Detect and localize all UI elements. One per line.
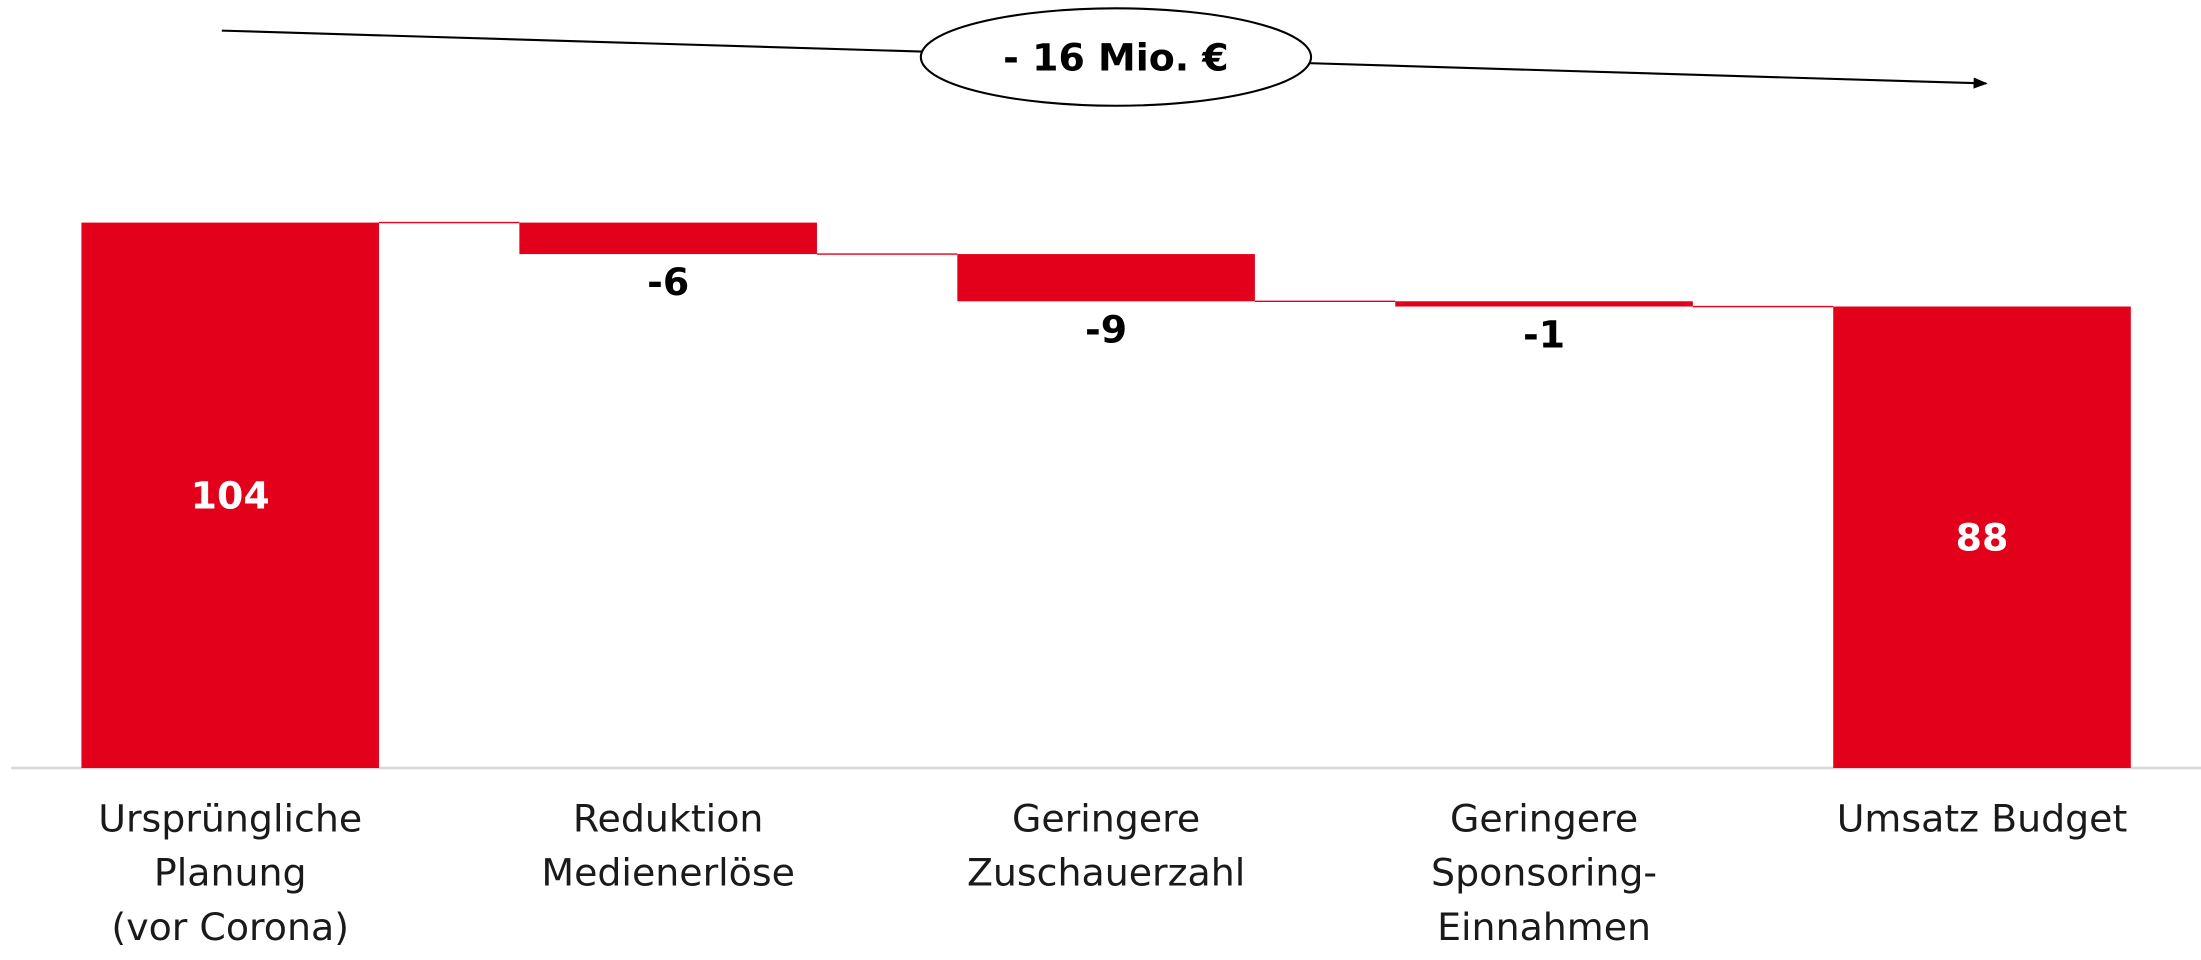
x-tick-label: Medienerlöse xyxy=(541,851,795,895)
x-tick-label: (vor Corona) xyxy=(111,905,349,949)
annotation: - 16 Mio. € xyxy=(1003,35,1228,79)
x-tick-label: Planung xyxy=(154,851,307,895)
bar xyxy=(1395,301,1693,307)
x-tick-label: Einnahmen xyxy=(1437,905,1651,949)
bar xyxy=(81,222,379,768)
x-tick-label: Zuschauerzahl xyxy=(967,851,1245,895)
annotation-ellipse xyxy=(919,7,1313,107)
x-tick-label: Sponsoring- xyxy=(1431,851,1657,895)
x-tick-label: Ursprüngliche xyxy=(98,796,362,840)
bar xyxy=(957,254,1255,302)
bar xyxy=(519,222,817,255)
x-tick-label: Geringere xyxy=(1450,796,1638,840)
x-tick-label: Reduktion xyxy=(573,796,764,840)
value-label: 104 xyxy=(191,474,270,518)
x-tick-label: Umsatz Budget xyxy=(1837,796,2128,840)
bar xyxy=(1833,306,2131,768)
value-label: -9 xyxy=(1085,307,1127,351)
x-tick-label: Geringere xyxy=(1012,796,1200,840)
value-label: -1 xyxy=(1523,313,1565,357)
value-label: 88 xyxy=(1956,516,2009,560)
value-label: -6 xyxy=(647,260,689,304)
